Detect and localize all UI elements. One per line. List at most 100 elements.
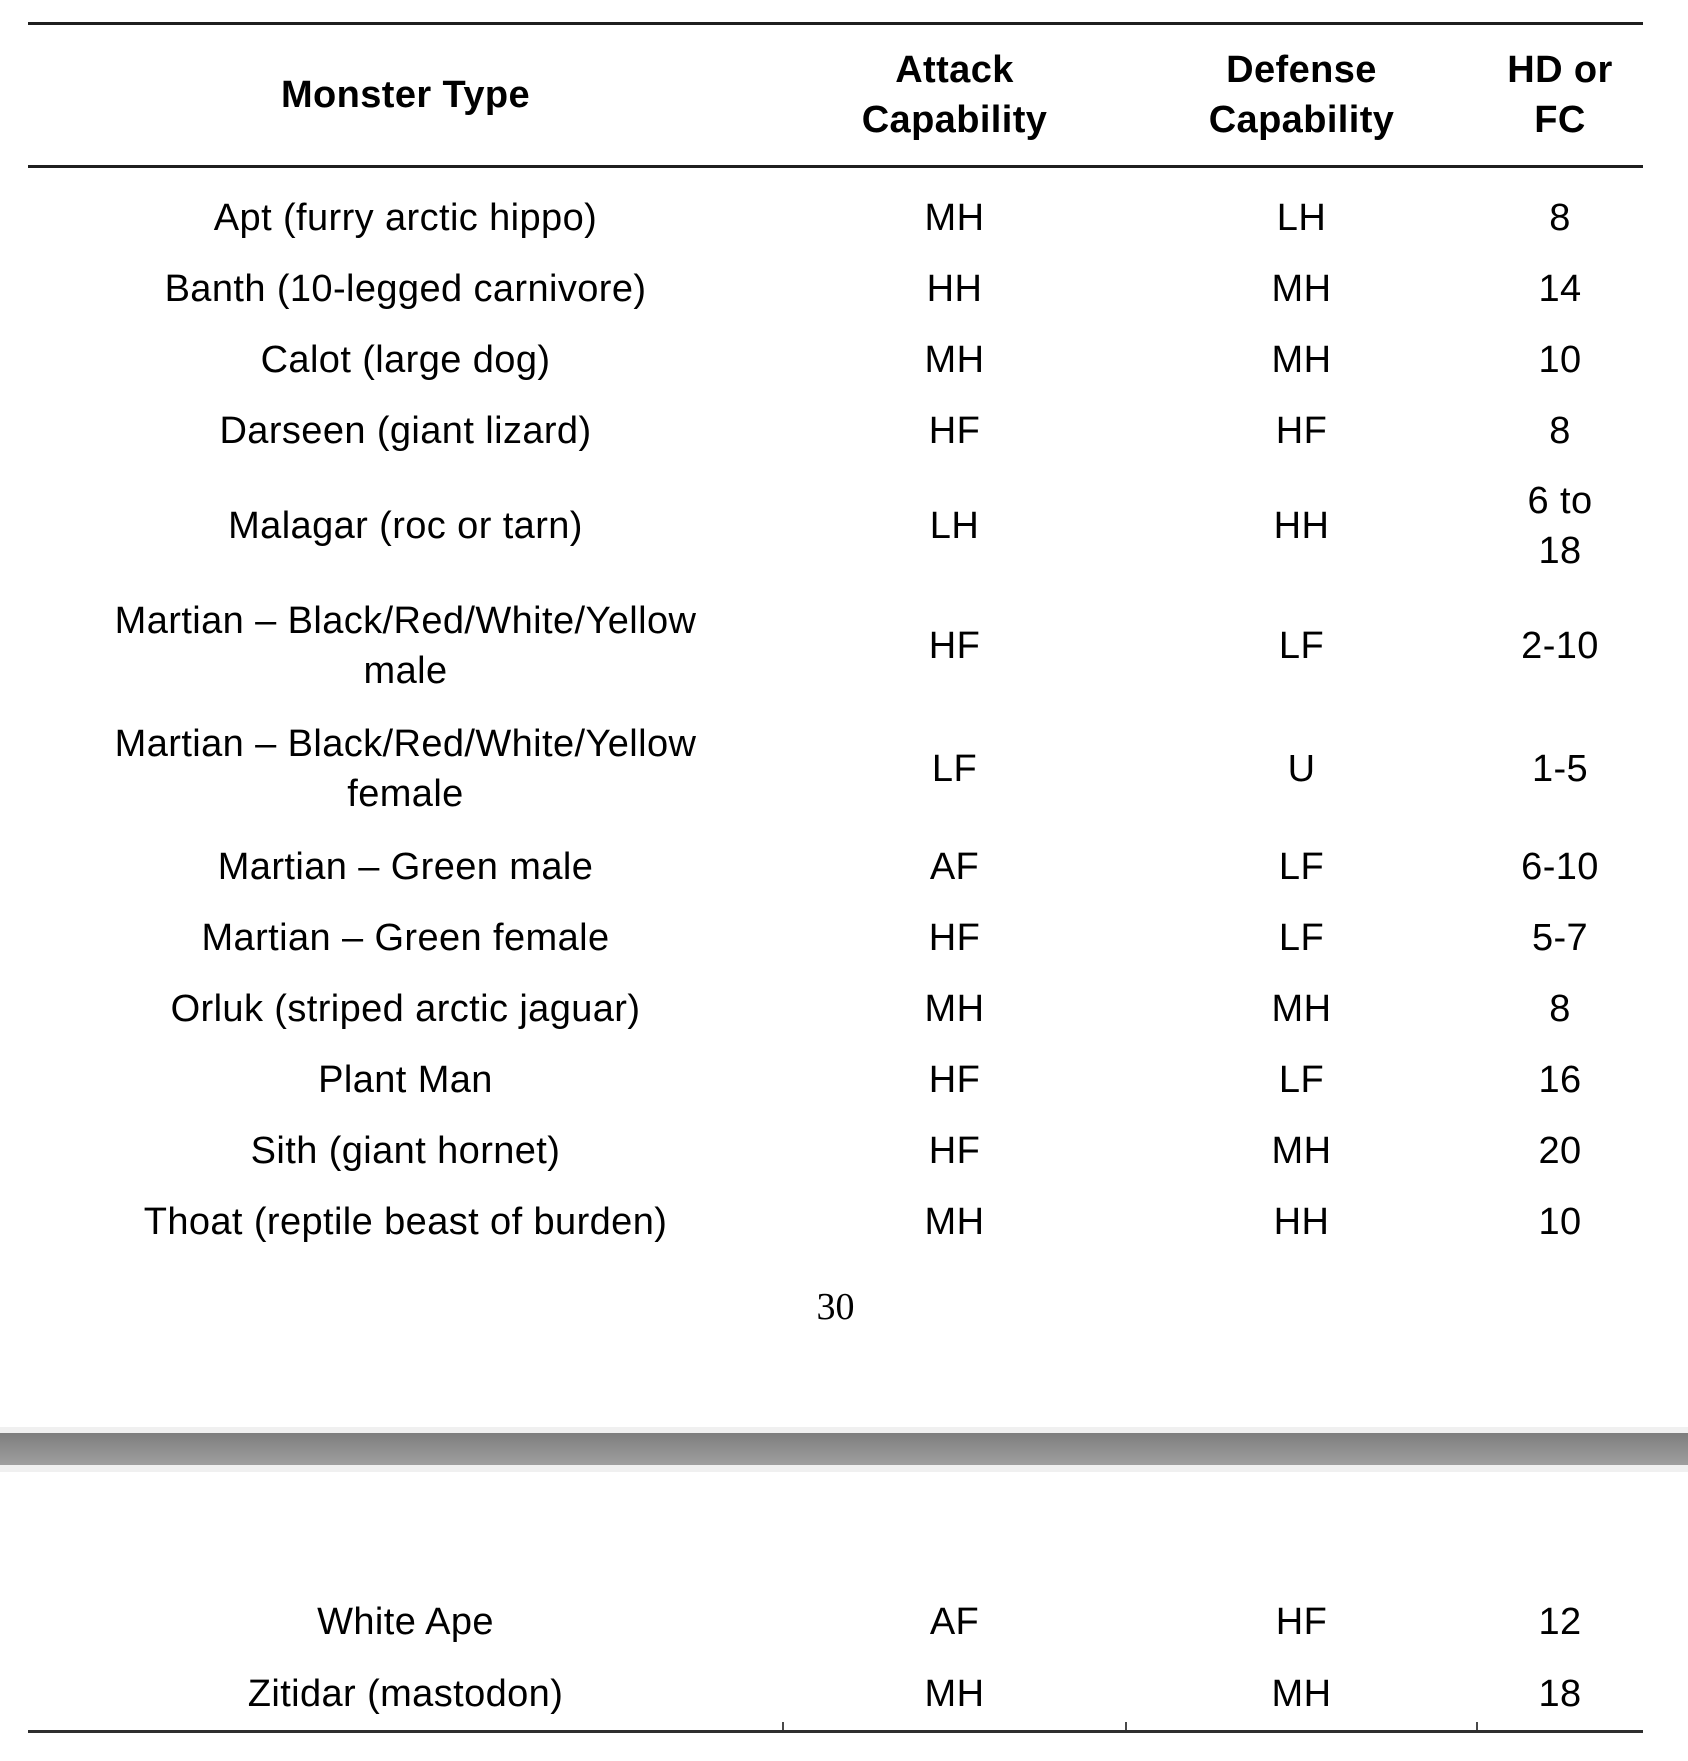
table-header-row: Monster Type Attack Capability Defense C…	[28, 22, 1643, 168]
cell-hd: 8	[1549, 987, 1571, 1030]
cell-hd: 10	[1538, 338, 1582, 381]
cell-hd: 8	[1549, 409, 1571, 452]
monster-name: Malagar (roc or tarn)	[228, 505, 583, 547]
page-separator	[0, 1427, 1688, 1472]
cell-monster-name: Plant Man	[28, 1044, 783, 1115]
header-label: Attack	[895, 49, 1014, 91]
cell-hd: 16	[1538, 1058, 1582, 1101]
monster-table-continued: White Ape AF HF 12 Zitidar (mastodon) MH…	[28, 1586, 1643, 1733]
monster-name: White Ape	[317, 1601, 494, 1643]
cell-defense: HH	[1273, 1200, 1330, 1243]
table-row-calot: Calot (large dog) MH MH 10	[28, 324, 1643, 395]
cell-defense: U	[1287, 747, 1316, 790]
table-row-orluk: Orluk (striped arctic jaguar) MH MH 8	[28, 973, 1643, 1044]
monster-name: Martian – Black/Red/White/Yellow	[114, 722, 697, 765]
cell-defense: HH	[1273, 505, 1330, 547]
table-row-martian-green-male: Martian – Green male AF LF 6-10	[28, 831, 1643, 902]
table-row-sith: Sith (giant hornet) HF MH 20	[28, 1115, 1643, 1186]
cell-defense: MH	[1271, 338, 1332, 381]
table-row-martian-female: Martian – Black/Red/White/Yellow female …	[28, 706, 1643, 831]
cell-defense: LF	[1278, 916, 1325, 959]
hd-value: 6 to	[1527, 480, 1593, 522]
monster-table: Monster Type Attack Capability Defense C…	[28, 22, 1643, 1257]
cell-hd: 8	[1549, 196, 1571, 239]
cell-defense: MH	[1271, 1673, 1332, 1715]
cell-hd: 10	[1538, 1200, 1582, 1243]
page-number: 30	[816, 1286, 855, 1328]
cell-monster-name: Apt (furry arctic hippo)	[28, 182, 783, 253]
monster-name: Martian – Green male	[217, 845, 594, 888]
cell-monster-name: Martian – Black/Red/White/Yellow female	[28, 706, 783, 831]
table-row-plant-man: Plant Man HF LF 16	[28, 1044, 1643, 1115]
cell-attack: LF	[931, 747, 978, 790]
header-label: HD or	[1507, 49, 1613, 91]
cell-monster-name: Orluk (striped arctic jaguar)	[28, 973, 783, 1044]
cell-monster-name: Malagar (roc or tarn)	[28, 466, 783, 586]
cell-hd: 12	[1538, 1601, 1582, 1643]
cell-attack: MH	[924, 987, 985, 1030]
cell-hd: 2-10	[1521, 625, 1599, 667]
cell-attack: MH	[924, 1200, 985, 1243]
table-row-thoat: Thoat (reptile beast of burden) MH HH 10	[28, 1186, 1643, 1257]
cell-attack: MH	[924, 196, 985, 239]
cell-hd: 6-10	[1521, 845, 1599, 888]
monster-name: Sith (giant hornet)	[250, 1129, 561, 1172]
cell-monster-name: Banth (10-legged carnivore)	[28, 253, 783, 324]
cell-defense: MH	[1271, 1129, 1332, 1172]
header-cell-defense: Defense Capability	[1126, 25, 1477, 165]
cell-monster-name: Martian – Black/Red/White/Yellow male	[28, 586, 783, 706]
cell-defense: MH	[1271, 987, 1332, 1030]
monster-name-line2: female	[347, 772, 464, 815]
cell-monster-name: Calot (large dog)	[28, 324, 783, 395]
cell-monster-name: Thoat (reptile beast of burden)	[28, 1186, 783, 1257]
cell-monster-name: Sith (giant hornet)	[28, 1115, 783, 1186]
header-cell-hd-fc: HD or FC	[1477, 25, 1643, 165]
table-row-malagar: Malagar (roc or tarn) LH HH 6 to 18	[28, 466, 1643, 586]
table-row-white-ape: White Ape AF HF 12	[28, 1586, 1643, 1658]
cell-attack: AF	[929, 1601, 980, 1643]
cell-attack: LH	[929, 505, 980, 547]
page-separator-bar	[0, 1433, 1688, 1465]
table-row-martian-male: Martian – Black/Red/White/Yellow male HF…	[28, 586, 1643, 706]
monster-name: Thoat (reptile beast of burden)	[143, 1200, 668, 1243]
header-label-line2: Capability	[861, 99, 1048, 141]
cell-hd: 14	[1538, 267, 1582, 310]
table-row-martian-green-female: Martian – Green female HF LF 5-7	[28, 902, 1643, 973]
cell-defense: LH	[1276, 196, 1327, 239]
table-row-zitidar: Zitidar (mastodon) MH MH 18	[28, 1658, 1643, 1730]
cell-attack: HF	[928, 1058, 981, 1101]
cell-hd: 1-5	[1531, 747, 1589, 790]
header-cell-attack: Attack Capability	[783, 25, 1126, 165]
cell-defense: LF	[1278, 1058, 1325, 1101]
monster-name: Martian – Black/Red/White/Yellow	[114, 600, 697, 642]
hd-value-line2: 18	[1538, 530, 1582, 572]
column-border-tick	[782, 1722, 784, 1730]
cell-monster-name: White Ape	[28, 1586, 783, 1658]
cell-attack: HF	[928, 916, 981, 959]
cell-attack: MH	[924, 338, 985, 381]
cell-attack: HF	[928, 409, 981, 452]
header-label: Defense	[1226, 49, 1377, 91]
monster-name: Plant Man	[318, 1058, 493, 1101]
monster-name: Zitidar (mastodon)	[247, 1673, 564, 1715]
monster-name: Orluk (striped arctic jaguar)	[170, 987, 641, 1030]
cell-attack: HF	[928, 1129, 981, 1172]
table-body: Apt (furry arctic hippo) MH LH 8 Banth (…	[28, 168, 1643, 1257]
cell-monster-name: Darseen (giant lizard)	[28, 395, 783, 466]
monster-name: Martian – Green female	[201, 916, 610, 959]
monster-name: Darseen (giant lizard)	[219, 409, 592, 452]
monster-name: Banth (10-legged carnivore)	[164, 267, 647, 310]
cell-hd: 18	[1538, 1673, 1582, 1715]
header-label-line2: FC	[1534, 99, 1586, 141]
cell-attack: AF	[929, 845, 980, 888]
table-row-apt: Apt (furry arctic hippo) MH LH 8	[28, 182, 1643, 253]
cell-defense: MH	[1271, 267, 1332, 310]
monster-name: Calot (large dog)	[260, 338, 551, 381]
table-row-banth: Banth (10-legged carnivore) HH MH 14	[28, 253, 1643, 324]
cell-defense: LF	[1278, 625, 1325, 667]
header-label: Monster Type	[280, 74, 531, 116]
cell-attack: MH	[924, 1673, 985, 1715]
column-border-tick	[1125, 1722, 1127, 1730]
cell-monster-name: Zitidar (mastodon)	[28, 1658, 783, 1730]
